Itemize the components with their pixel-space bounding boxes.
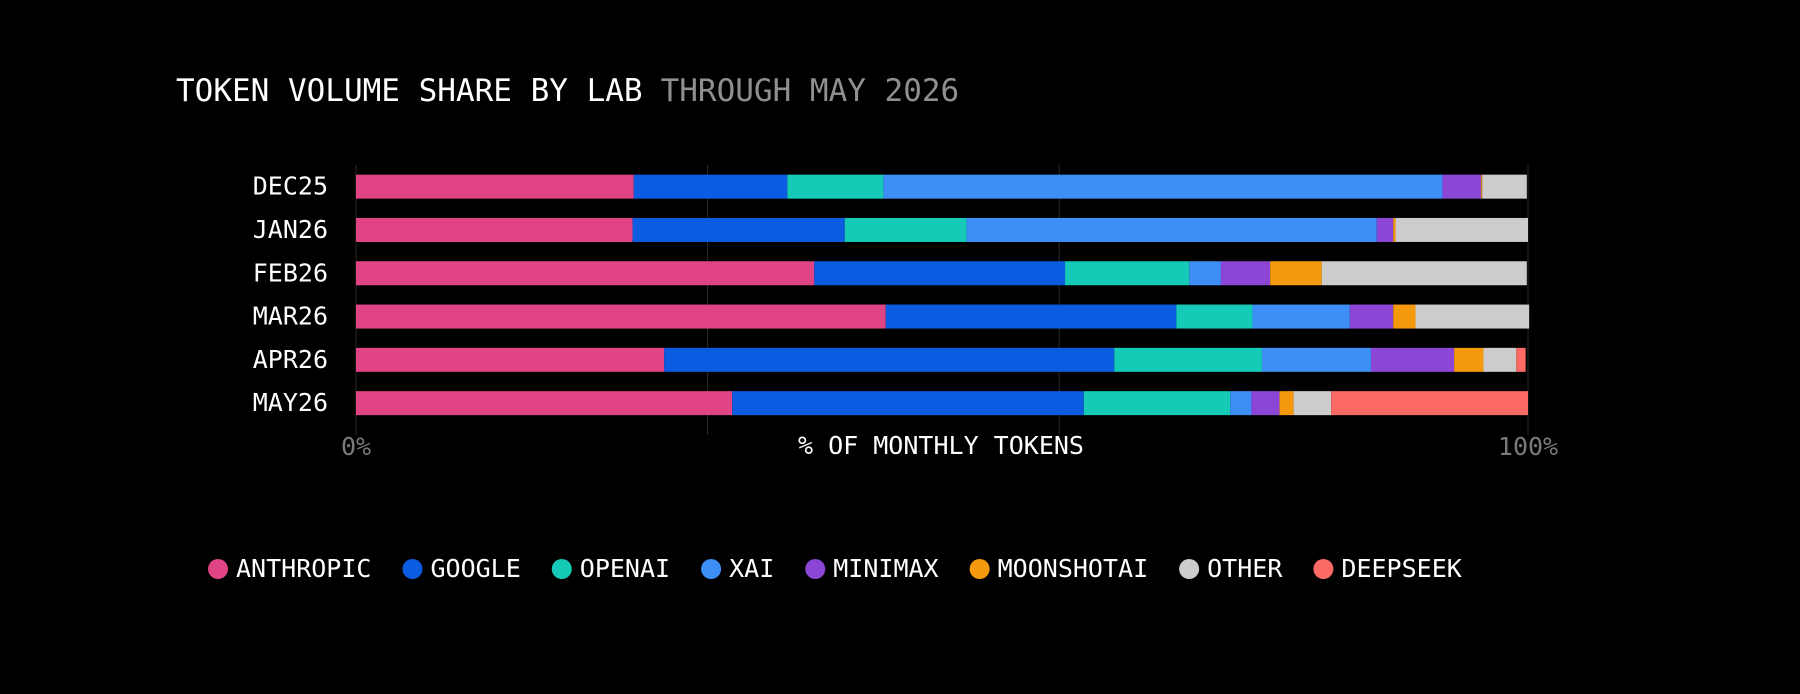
legend-label: GOOGLE — [430, 554, 520, 583]
chart-subtitle: THROUGH MAY 2026 — [661, 73, 960, 109]
bar-segment — [1083, 391, 1231, 416]
bar-segment — [1395, 217, 1528, 242]
bar-segment — [1349, 304, 1394, 329]
y-tick-label: APR26 — [253, 345, 328, 374]
y-tick-label: JAN26 — [253, 215, 328, 244]
bar-segment — [1321, 261, 1527, 286]
y-tick-label: MAY26 — [253, 388, 328, 417]
bar-segment — [1065, 261, 1190, 286]
bar-segment — [1481, 174, 1483, 199]
bar-segment — [1252, 304, 1350, 329]
bar-segment — [356, 347, 665, 372]
y-tick-label: DEC25 — [253, 172, 328, 201]
bar-segment — [1331, 391, 1528, 416]
legend-label: DEEPSEEK — [1341, 554, 1461, 583]
legend-swatch — [805, 559, 826, 579]
legend-swatch — [701, 559, 722, 579]
bar-segment — [632, 217, 845, 242]
legend-label: XAI — [729, 554, 774, 583]
bar-segment — [1176, 304, 1253, 329]
x-tick-label: 0% — [341, 432, 371, 461]
y-tick-label: MAR26 — [253, 302, 328, 331]
bar-segment — [1279, 391, 1294, 416]
bar-segment — [844, 217, 967, 242]
bar-segment — [1114, 347, 1262, 372]
bar-segment — [1393, 217, 1396, 242]
bar-segment — [633, 174, 788, 199]
bar-segment — [1516, 347, 1526, 372]
bar-segment — [1393, 304, 1416, 329]
bar-segment — [356, 174, 634, 199]
legend-swatch — [208, 559, 228, 579]
x-axis-label: % OF MONTHLY TOKENS — [798, 431, 1084, 460]
legend-swatch — [1179, 559, 1200, 579]
legend-swatch — [551, 559, 572, 579]
bar-segment — [1454, 347, 1484, 372]
legend-label: MOONSHOTAI — [998, 554, 1149, 583]
legend-label: OTHER — [1207, 554, 1283, 583]
bar-segment — [1370, 347, 1455, 372]
bar-segment — [356, 391, 733, 416]
bar-segment — [883, 174, 1443, 199]
legend-swatch — [402, 559, 423, 579]
bar-segment — [885, 304, 1177, 329]
bar-segment — [1293, 391, 1332, 416]
legend-swatch — [1313, 559, 1334, 579]
bar-segment — [1442, 174, 1482, 199]
bar-segment — [356, 217, 633, 242]
bar-segment — [1251, 391, 1280, 416]
bar-segment — [356, 261, 815, 286]
legend-label: ANTHROPIC — [236, 554, 371, 583]
bar-segment — [1261, 347, 1371, 372]
bar-segment — [664, 347, 1115, 372]
chart-title: TOKEN VOLUME SHARE BY LAB — [176, 73, 643, 109]
legend-label: OPENAI — [580, 554, 670, 583]
bar-segment — [1482, 174, 1527, 199]
bar-segment — [356, 304, 886, 329]
bar-segment — [787, 174, 884, 199]
chart-title-group: TOKEN VOLUME SHARE BY LAB THROUGH MAY 202… — [176, 73, 959, 109]
x-tick-label: 100% — [1498, 432, 1558, 461]
bar-segment — [1270, 261, 1322, 286]
bar-segment — [1230, 391, 1252, 416]
legend-swatch — [969, 559, 990, 579]
bar-segment — [1220, 261, 1271, 286]
bar-segment — [732, 391, 1084, 416]
bar-segment — [1189, 261, 1221, 286]
bar-segment — [814, 261, 1066, 286]
y-tick-label: FEB26 — [253, 258, 328, 287]
bar-segment — [1415, 304, 1530, 329]
bar-segment — [1376, 217, 1394, 242]
legend-label: MINIMAX — [833, 554, 938, 583]
bar-segment — [1483, 347, 1517, 372]
bar-segment — [966, 217, 1377, 242]
